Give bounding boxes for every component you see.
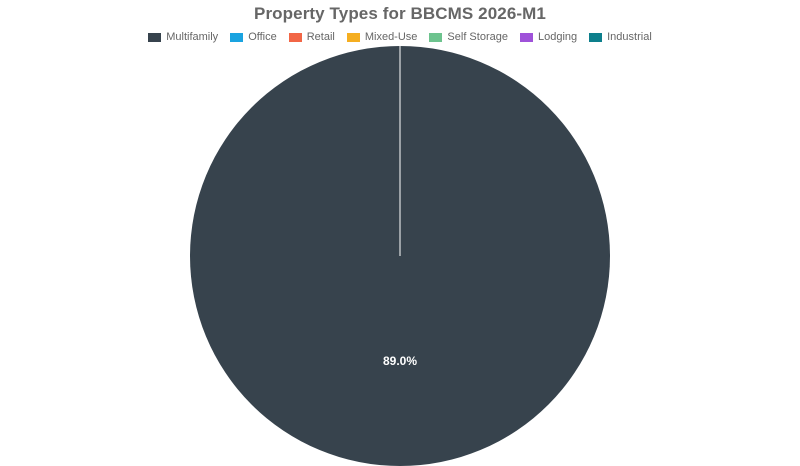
legend-item-mixed-use[interactable]: Mixed-Use <box>346 31 418 43</box>
legend-swatch <box>346 32 360 42</box>
legend-swatch <box>148 32 162 42</box>
data-label: 89.0% <box>383 354 417 368</box>
legend-swatch <box>589 32 603 42</box>
legend-item-multifamily[interactable]: Multifamily <box>148 31 218 43</box>
legend-item-self-storage[interactable]: Self Storage <box>429 31 508 43</box>
chart-legend: Multifamily Office Retail Mixed-Use Self Sto… <box>0 31 800 43</box>
legend-label: Industrial <box>607 31 652 43</box>
chart-title: Property Types for BBCMS 2026-M1 <box>254 4 546 23</box>
legend-item-lodging[interactable]: Lodging <box>519 31 578 43</box>
legend-label: Office <box>248 31 277 43</box>
legend-item-retail[interactable]: Retail <box>288 31 335 43</box>
legend-label: Self Storage <box>447 31 508 43</box>
legend-item-office[interactable]: Office <box>230 31 277 43</box>
legend-label: Multifamily <box>166 31 219 43</box>
legend-item-industrial[interactable]: Industrial <box>589 31 652 43</box>
legend-swatch <box>230 32 244 42</box>
legend-swatch <box>288 32 302 42</box>
legend-label: Retail <box>306 31 335 43</box>
legend-label: Lodging <box>537 31 578 43</box>
legend-swatch <box>429 32 443 42</box>
legend-label: Mixed-Use <box>364 31 418 43</box>
legend-swatch <box>519 32 533 42</box>
